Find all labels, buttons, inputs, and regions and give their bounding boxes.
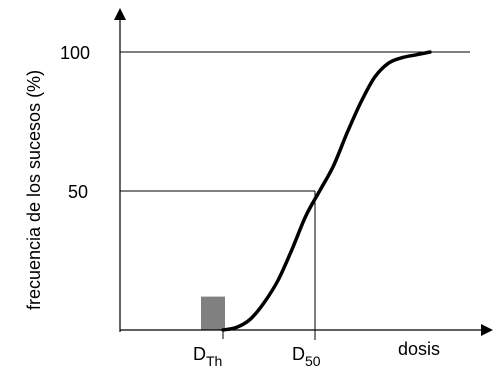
x-marker-d50-sub: 50 (305, 353, 321, 369)
y-tick-label-100: 100 (60, 43, 90, 63)
x-marker-dth-main: D (193, 344, 206, 364)
x-marker-dth-sub: Th (206, 353, 222, 369)
y-axis-label: frecuencia de los sucesos (%) (24, 70, 44, 310)
x-marker-d50: D50 (292, 344, 321, 369)
x-axis-label: dosis (398, 339, 440, 359)
x-marker-dth: DTh (193, 344, 222, 369)
series-line (221, 50, 432, 332)
x-marker-d50-main: D (292, 344, 305, 364)
y-tick-label-50: 50 (68, 182, 88, 202)
threshold-bar (201, 296, 225, 330)
